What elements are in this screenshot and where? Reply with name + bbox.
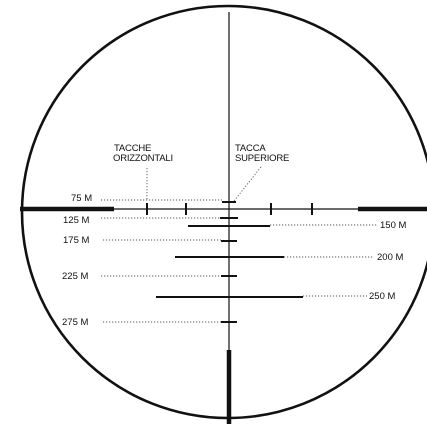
range-label-125: 125 M [63, 215, 89, 226]
range-label-275: 275 M [62, 317, 88, 328]
holdover-marks [156, 217, 303, 323]
range-label-200: 200 M [377, 252, 403, 263]
range-label-250: 250 M [369, 291, 395, 302]
scope-circle [20, 4, 427, 420]
range-label-150: 150 M [380, 220, 406, 231]
horizontal-ticks-label-line2: ORIZZONTALI [113, 153, 173, 164]
callout-top-tick [233, 166, 262, 202]
left-leaders [101, 199, 222, 323]
horizontal-ticks-label-line1: TACCHE [114, 143, 151, 154]
horizontal-hash-marks [146, 203, 313, 215]
range-label-225: 225 M [62, 271, 88, 282]
top-tick-label-line2: SUPERIORE [235, 153, 289, 164]
range-label-175: 175 M [63, 235, 89, 246]
top-tick-label-line1: TACCA [235, 143, 266, 154]
right-leaders [270, 224, 378, 297]
range-label-75: 75 M [71, 193, 92, 204]
